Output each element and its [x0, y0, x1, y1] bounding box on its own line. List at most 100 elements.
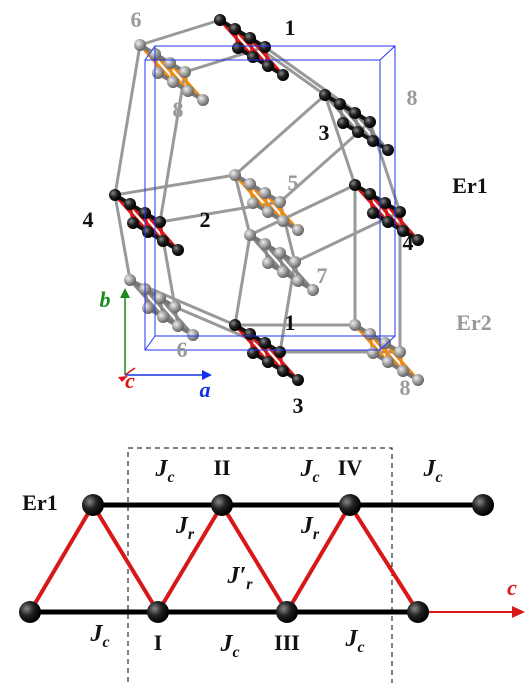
- coupling-subscript: c: [435, 469, 442, 486]
- atom: [244, 32, 256, 44]
- atom: [82, 494, 104, 516]
- coupling-symbol: J′: [227, 563, 247, 589]
- atom: [142, 302, 154, 314]
- atom-label: 4: [403, 230, 414, 255]
- coupling-symbol: J: [175, 513, 189, 539]
- atom: [232, 42, 244, 54]
- bond: [323, 94, 357, 186]
- coupling-symbol: J: [299, 456, 313, 482]
- atom: [169, 301, 181, 313]
- coupling-subscript: r: [313, 526, 320, 543]
- atom: [277, 215, 289, 227]
- site-label: IV: [338, 455, 363, 480]
- bond: [158, 71, 187, 223]
- axis-label: c: [125, 368, 135, 393]
- atom: [307, 284, 319, 296]
- coupling-label: Jc: [89, 621, 109, 651]
- atom-label: 3: [293, 393, 304, 418]
- atom: [379, 337, 391, 349]
- coupling-label: Jc: [299, 456, 319, 486]
- atom-label: 2: [200, 207, 211, 232]
- bond: [323, 93, 372, 124]
- atom: [397, 365, 409, 377]
- atom: [259, 238, 271, 250]
- atom: [259, 187, 271, 199]
- bond: [114, 173, 236, 197]
- bond: [251, 201, 300, 232]
- coupling-label: Jc: [154, 456, 174, 486]
- chain-name: Er1: [22, 490, 57, 515]
- coupling-subscript: c: [357, 639, 364, 656]
- atom: [349, 319, 361, 331]
- coupling-label: Jc: [219, 631, 239, 661]
- bond: [218, 18, 267, 49]
- atom: [472, 494, 494, 516]
- bond: [139, 18, 221, 47]
- bond: [353, 183, 402, 214]
- atom-label: Er1: [452, 173, 487, 198]
- atom: [259, 337, 271, 349]
- atom: [367, 135, 379, 147]
- atom: [187, 329, 199, 341]
- bond: [251, 351, 300, 382]
- atom: [319, 89, 331, 101]
- atom: [262, 60, 274, 72]
- chain-diagram: [19, 447, 525, 688]
- atom: [277, 69, 289, 81]
- atom: [277, 266, 289, 278]
- atom: [244, 328, 256, 340]
- axis-label: b: [100, 287, 111, 312]
- atom: [379, 197, 391, 209]
- atom: [214, 14, 226, 26]
- atom: [179, 66, 191, 78]
- coupling-symbol: J: [154, 456, 168, 482]
- atom: [152, 67, 164, 79]
- atom: [229, 319, 241, 331]
- site-label: III: [274, 630, 300, 655]
- atom-label: 7: [317, 263, 328, 288]
- atom: [172, 320, 184, 332]
- atom: [244, 229, 256, 241]
- atom: [247, 51, 259, 63]
- atom: [277, 365, 289, 377]
- atom: [339, 494, 361, 516]
- atom-label: 6: [131, 7, 142, 32]
- atom-label: 8: [173, 97, 184, 122]
- atom: [244, 178, 256, 190]
- bond: [128, 278, 177, 309]
- atom: [182, 85, 194, 97]
- atom: [124, 274, 136, 286]
- atom: [124, 198, 136, 210]
- atom: [367, 207, 379, 219]
- bond: [113, 44, 142, 196]
- atom: [292, 275, 304, 287]
- atom-label: Er2: [456, 310, 491, 335]
- coupling-label: Jc: [344, 626, 364, 656]
- bond: [249, 183, 356, 237]
- crystal-structure: [109, 14, 424, 386]
- atom: [109, 189, 121, 201]
- atom: [211, 494, 233, 516]
- atom: [289, 256, 301, 268]
- atom: [262, 206, 274, 218]
- atom: [147, 601, 169, 623]
- coupling-symbol: J: [422, 456, 436, 482]
- bond: [248, 233, 297, 264]
- atom: [134, 39, 146, 51]
- atom: [172, 244, 184, 256]
- bond: [113, 194, 132, 281]
- bond: [371, 351, 420, 382]
- atom: [412, 234, 424, 246]
- atom: [274, 346, 286, 358]
- atom-label: 4: [83, 207, 94, 232]
- site-label: II: [213, 455, 230, 480]
- atom: [349, 179, 361, 191]
- coupling-symbol: J: [219, 631, 233, 657]
- bond: [353, 323, 402, 354]
- bond: [233, 323, 282, 354]
- atom: [229, 23, 241, 35]
- coupling-subscript: c: [312, 469, 319, 486]
- atom: [394, 206, 406, 218]
- atom: [127, 217, 139, 229]
